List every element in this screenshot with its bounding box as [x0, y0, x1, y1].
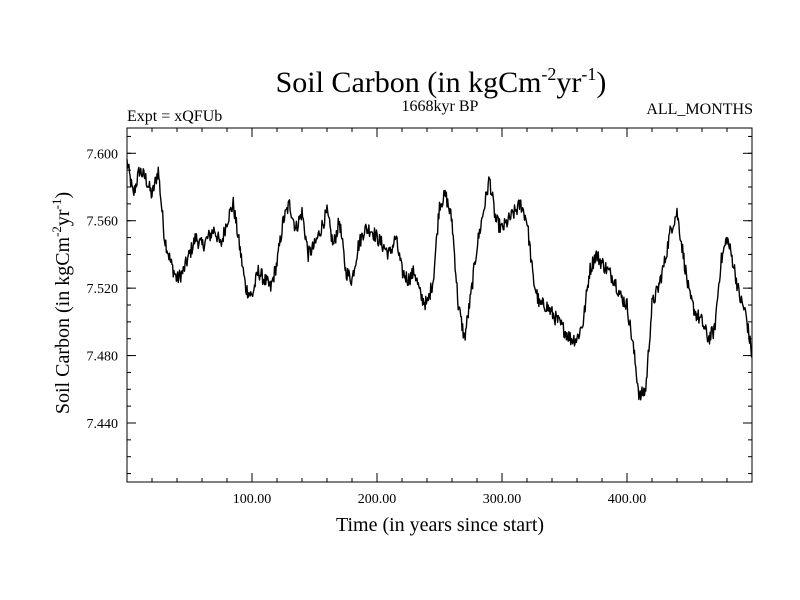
y-axis-label-exp1: -2 — [49, 226, 64, 237]
x-axis-label: Time (in years since start) — [336, 514, 544, 536]
subtitle-experiment: Expt = xQFUb — [127, 108, 222, 125]
x-tick-label: 300.00 — [483, 492, 522, 507]
subtitle-months: ALL_MONTHS — [646, 101, 753, 118]
chart-title-exp1: -2 — [541, 64, 556, 84]
series-line — [126, 159, 753, 401]
plot-frame — [126, 127, 753, 483]
y-axis-label-suffix: ) — [52, 192, 74, 199]
y-tick-label: 7.560 — [87, 215, 119, 230]
y-tick-label: 7.600 — [87, 147, 119, 162]
chart-title-suffix: ) — [596, 66, 606, 99]
y-tick-label: 7.520 — [87, 282, 119, 297]
axis-ticks: 100.00 200.00 300.00 400.00 7.440 7.480 7.520 7… — [87, 128, 753, 507]
chart-title-mid: yr — [556, 66, 581, 99]
x-tick-label: 100.00 — [233, 492, 272, 507]
chart-title: Soil Carbon (in kgCm-2yr-1) — [276, 64, 607, 99]
x-tick-label: 200.00 — [358, 492, 397, 507]
y-tick-label: 7.440 — [87, 417, 119, 432]
data-series-group — [126, 159, 753, 401]
y-axis-label: Soil Carbon (in kgCm-2yr-1) — [49, 192, 74, 414]
y-tick-label: 7.480 — [87, 350, 119, 365]
x-tick-label: 400.00 — [608, 492, 647, 507]
y-axis-label-mid: yr — [52, 209, 74, 226]
chart-title-exp2: -1 — [581, 64, 596, 84]
y-axis-label-prefix: Soil Carbon (in kgCm — [52, 236, 74, 414]
chart-title-prefix: Soil Carbon (in kgCm — [276, 66, 542, 99]
y-axis-label-exp2: -1 — [49, 199, 64, 210]
subtitle-period: 1668kyr BP — [402, 98, 479, 115]
